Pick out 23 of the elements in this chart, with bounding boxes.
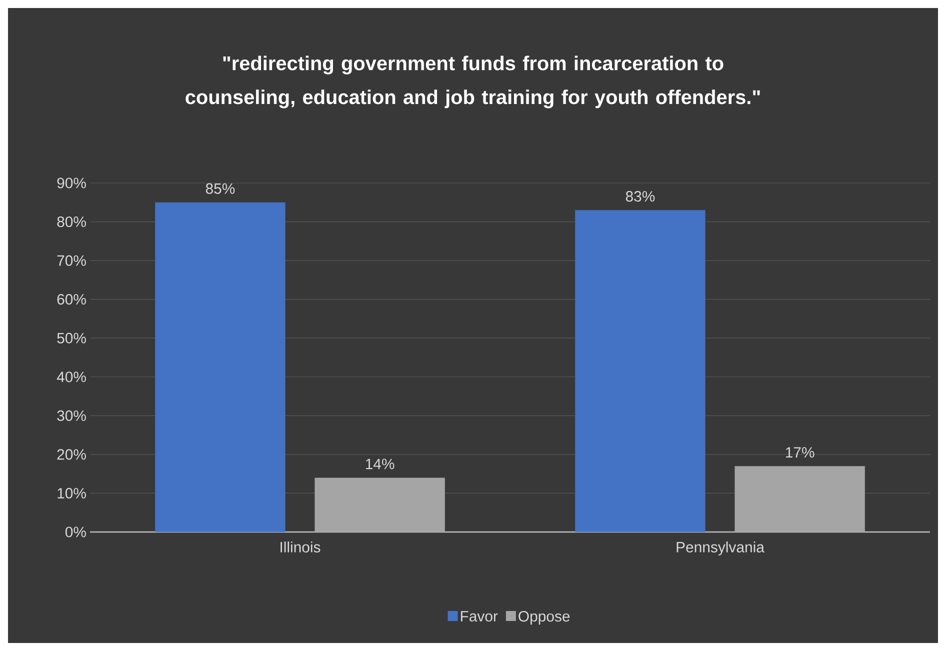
x-tick-label: Illinois [280, 541, 320, 552]
chart-title: "redirecting government funds from incarceration to counseling, education and job training for youth offenders." [186, 56, 760, 108]
bar [314, 478, 445, 532]
y-tick-label: 90% [57, 178, 86, 188]
bar [575, 210, 706, 532]
y-tick-label: 40% [56, 372, 86, 382]
legend-label: Oppose [518, 611, 570, 625]
y-tick-label: 70% [57, 255, 86, 266]
y-tick-label: 50% [57, 332, 86, 344]
data-label: 14% [366, 458, 394, 470]
y-tick-label: 10% [58, 488, 86, 498]
legend-label: Favor [460, 611, 498, 622]
y-tick-label: 0% [65, 526, 86, 538]
data-label: 83% [626, 191, 655, 202]
y-tick-label: 30% [57, 410, 86, 421]
data-label: 17% [786, 447, 814, 458]
y-tick-label: 60% [57, 294, 86, 305]
y-tick-label: 80% [57, 216, 86, 228]
data-label: 85% [206, 183, 235, 194]
x-tick-label: Pennsylvania [676, 541, 764, 556]
bar [734, 466, 865, 532]
bar [155, 202, 286, 532]
y-tick-label: 20% [57, 449, 86, 460]
